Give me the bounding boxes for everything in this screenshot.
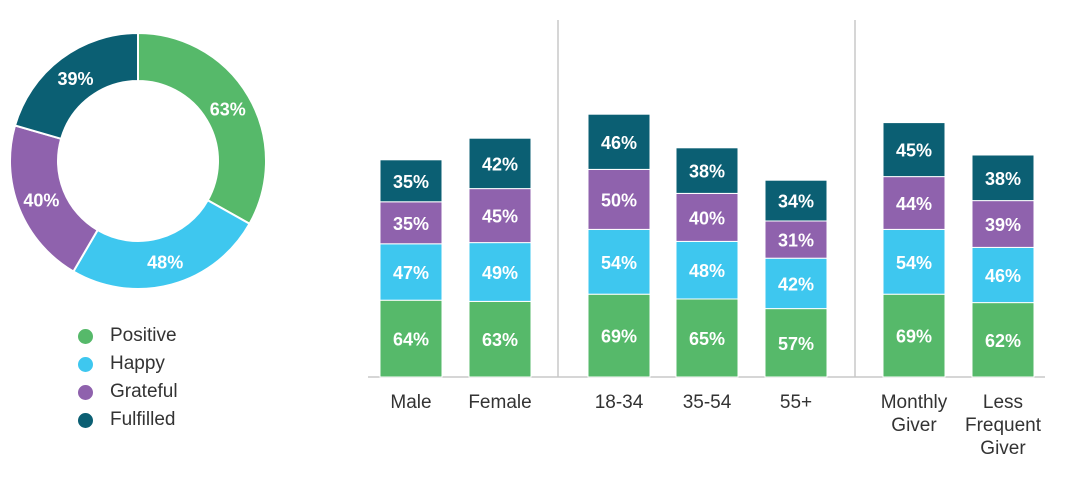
tick-label-18-34: 18-34 [595,392,644,413]
bar-less-frequent-giver-grateful [971,200,1035,248]
bar-label-male-happy: 47% [393,263,429,283]
bar-monthly-giver-grateful [882,176,946,230]
legend: Positive Happy Grateful Fulfilled [78,322,178,434]
tick-label-monthly-giver-line-1: Monthly [881,392,948,413]
bar-male-grateful [379,201,443,245]
bar-less-frequent-giver-happy [971,246,1035,304]
tick-label-55: 55+ [780,392,812,413]
bar-label-55-grateful: 31% [778,231,814,251]
bar-less-frequent-giver-fulfilled [971,154,1035,202]
legend-label-positive: Positive [110,325,177,346]
bar-label-female-grateful: 45% [482,207,518,227]
legend-swatch-happy [78,356,93,372]
tick-label-male: Male [390,392,431,413]
donut-label-positive: 63% [210,100,246,120]
bar-label-35-54-fulfilled: 38% [689,162,725,182]
tick-label-less-frequent-giver-line-1: Less [983,392,1023,413]
bar-label-18-34-positive: 69% [601,327,637,347]
donut-label-fulfilled: 39% [57,69,93,89]
bar-55-positive [764,308,828,378]
legend-swatch-fulfilled [78,412,93,428]
donut-slice-fulfilled [13,31,139,141]
donut-label-happy: 48% [147,252,183,272]
bar-18-34-grateful [587,168,651,230]
bar-label-35-54-positive: 65% [689,329,725,349]
legend-label-grateful: Grateful [110,381,178,402]
bar-18-34-fulfilled [587,113,651,170]
bar-label-monthly-giver-positive: 69% [896,327,932,347]
tick-label-35-54: 35-54 [683,392,732,413]
bar-female-positive [468,300,532,378]
legend-label-fulfilled: Fulfilled [110,409,176,430]
bar-label-monthly-giver-happy: 54% [896,253,932,273]
legend-item-positive: Positive [78,322,178,350]
bar-monthly-giver-fulfilled [882,122,946,178]
bar-label-less-frequent-giver-fulfilled: 38% [985,169,1021,189]
bar-label-18-34-happy: 54% [601,253,637,273]
bar-label-female-fulfilled: 42% [482,154,518,174]
bar-label-55-fulfilled: 34% [778,192,814,212]
bar-male-happy [379,243,443,301]
legend-item-fulfilled: Fulfilled [78,406,178,434]
bar-18-34-happy [587,228,651,295]
bar-label-35-54-grateful: 40% [689,208,725,228]
tick-label-monthly-giver-line-2: Giver [891,415,937,436]
tick-label-female: Female [468,392,531,413]
bar-35-54-fulfilled [675,147,739,194]
bar-male-fulfilled [379,159,443,203]
bar-label-18-34-fulfilled: 46% [601,133,637,153]
tick-label-less-frequent-giver-line-2: Frequent [965,415,1042,436]
bar-label-female-positive: 63% [482,330,518,350]
bar-label-female-happy: 49% [482,263,518,283]
legend-swatch-positive [78,328,93,344]
bar-label-less-frequent-giver-grateful: 39% [985,215,1021,235]
donut-slice-happy [72,198,251,290]
bar-18-34-positive [587,293,651,378]
bar-female-happy [468,242,532,302]
bar-label-monthly-giver-fulfilled: 45% [896,141,932,161]
bar-label-35-54-happy: 48% [689,261,725,281]
tick-label-less-frequent-giver-line-3: Giver [980,438,1026,459]
bar-55-fulfilled [764,179,828,222]
bar-55-grateful [764,220,828,259]
bar-monthly-giver-happy [882,228,946,295]
legend-item-happy: Happy [78,350,178,378]
bar-label-18-34-grateful: 50% [601,190,637,210]
bar-label-55-happy: 42% [778,274,814,294]
bar-label-55-positive: 57% [778,334,814,354]
bar-label-less-frequent-giver-happy: 46% [985,266,1021,286]
legend-label-happy: Happy [110,353,165,374]
bar-monthly-giver-positive [882,293,946,378]
bar-55-happy [764,257,828,310]
legend-swatch-grateful [78,384,93,400]
bar-label-male-grateful: 35% [393,214,429,234]
bar-35-54-happy [675,240,739,300]
bar-female-fulfilled [468,137,532,190]
donut-label-grateful: 40% [23,191,59,211]
donut-slice-positive [137,31,267,226]
bar-35-54-positive [675,298,739,378]
bar-label-male-positive: 64% [393,330,429,350]
bar-label-male-fulfilled: 35% [393,172,429,192]
bar-label-less-frequent-giver-positive: 62% [985,331,1021,351]
legend-item-grateful: Grateful [78,378,178,406]
bar-label-monthly-giver-grateful: 44% [896,194,932,214]
bar-female-grateful [468,188,532,244]
